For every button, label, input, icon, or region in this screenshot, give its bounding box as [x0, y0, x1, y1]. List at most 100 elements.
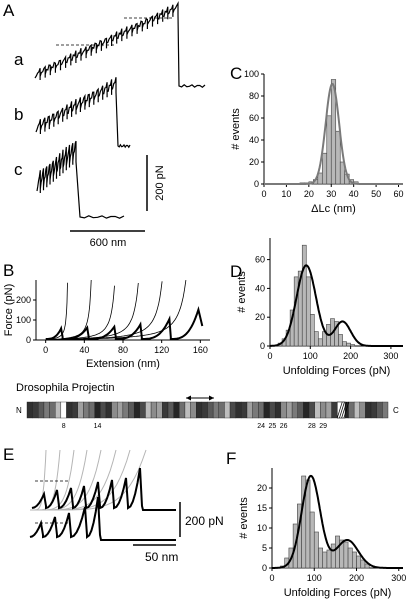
domain-segment: [38, 401, 45, 419]
domain-segment: [353, 401, 360, 419]
domain-segment: [308, 401, 315, 419]
histogram-bar: [309, 511, 315, 569]
y-tick-label: 15: [257, 503, 267, 513]
y-tick-label: 60: [249, 113, 259, 123]
histogram-bar: [335, 130, 341, 185]
domain-segment: [252, 401, 259, 419]
domain-segment: [320, 401, 327, 419]
y-tick-label: 0: [262, 563, 267, 573]
x-tick-label: 0: [261, 189, 266, 199]
domain-segment: [190, 401, 197, 419]
y-tick-label: 20: [255, 312, 265, 322]
histogram-bar: [305, 479, 311, 569]
hatch-line: [343, 401, 350, 419]
domain-segment: [128, 401, 135, 419]
domain-segment: [184, 401, 191, 419]
domain-segment: [201, 401, 208, 419]
y-tick-label: 40: [249, 135, 259, 145]
sawtooth-traces-e: [29, 449, 176, 541]
trace-e-lower: [29, 496, 176, 541]
trace-a-line: [34, 1, 206, 88]
x-tick-label: 30: [326, 189, 336, 199]
domain-bar: 8 14 24 25 26 28 29: [26, 401, 389, 430]
domain-segment: [111, 401, 118, 419]
domain-segment: [218, 401, 225, 419]
y-tick-label: 0: [254, 179, 259, 189]
histogram-bar: [351, 551, 357, 569]
domain-number-label: 29: [319, 423, 327, 430]
domain-segment: [286, 401, 293, 419]
panel-label-b: B: [3, 261, 14, 280]
domain-segment: [83, 401, 90, 419]
domain-segment: [269, 401, 276, 419]
scale-bar-force-label-e: 200 pN: [185, 514, 224, 528]
domain-segment: [382, 401, 389, 419]
domain-segment: [156, 401, 163, 419]
domain-segment: [43, 401, 50, 419]
histogram-bar: [342, 341, 347, 347]
x-tick-label: 0: [267, 351, 272, 361]
y-tick-label: 0: [260, 341, 265, 351]
histogram-bar: [347, 547, 353, 569]
domain-segment: [133, 401, 141, 419]
x-tick-label: 0: [269, 573, 274, 583]
x-tick-label: 40: [349, 189, 359, 199]
domain-segment: [258, 401, 265, 419]
panel-label-a: A: [3, 1, 15, 20]
arrowhead-right-icon: [209, 395, 214, 401]
domain-segment: [224, 401, 231, 419]
y-tick-label: 80: [249, 91, 259, 101]
x-axis-label: Unfolding Forces (pN): [283, 365, 391, 377]
domain-segment: [49, 401, 56, 419]
construct-title: Drosophila Projectin: [16, 382, 114, 394]
histogram-bar: [339, 161, 346, 185]
gaussian-fit-curve: [264, 82, 403, 185]
panel-f: F 0 100 200 300 0 5 10 15 20 Unfolding Forces (pN…: [226, 449, 406, 599]
hatch-line: [336, 401, 343, 419]
y-tick-label: 20: [257, 483, 267, 493]
y-tick-label: 0: [26, 335, 31, 345]
trace-label-c: c: [14, 160, 23, 179]
domain-segment: [145, 401, 152, 419]
panel-b: B 0 40 80 120 160 0 100 200 Extension (nm) Force …: [3, 261, 210, 370]
domain-segment: [88, 401, 95, 419]
trace-label-b: b: [14, 105, 23, 124]
domain-segment: [274, 401, 282, 419]
trace-c-line: [36, 140, 125, 219]
domain-segment: [105, 401, 112, 419]
panel-label-f: F: [226, 449, 236, 468]
x-tick-label: 40: [79, 345, 89, 355]
domain-segment: [212, 401, 219, 419]
domain-segment: [173, 401, 180, 419]
wlc-fit-curve: [45, 285, 115, 341]
domain-segment: [229, 401, 236, 419]
y-axis-label: # events: [236, 271, 248, 313]
histogram-bar: [326, 549, 332, 569]
y-tick-label: 10: [257, 523, 267, 533]
domain-segment: [60, 401, 67, 419]
x-axis-label: ΔLc (nm): [311, 203, 356, 215]
x-tick-label: 60: [394, 189, 404, 199]
y-axis-label: # events: [230, 108, 242, 150]
domain-segment: [94, 401, 101, 419]
histogram-bar: [334, 321, 339, 347]
domain-number-label: 24: [257, 423, 265, 430]
panel-e: E 200 pN 50 nm: [3, 445, 224, 564]
histogram-bar: [318, 547, 324, 569]
histogram-bar: [305, 276, 311, 347]
x-tick-label: 120: [154, 345, 169, 355]
construct-n-terminus: N: [16, 406, 22, 415]
hatch-line: [341, 401, 347, 419]
histogram-bar: [330, 543, 336, 569]
histogram-bar: [314, 331, 319, 347]
domain-segment: [207, 401, 214, 419]
domain-segment: [235, 401, 242, 419]
domain-segment: [280, 401, 287, 419]
x-tick-label: 50: [371, 189, 381, 199]
scale-bar-distance-label: 600 nm: [90, 237, 127, 249]
y-tick-label: 20: [249, 157, 259, 167]
y-tick-label: 60: [255, 255, 265, 265]
x-axis-label: Unfolding Forces (pN): [284, 587, 392, 599]
x-tick-label: 0: [43, 345, 48, 355]
construct-c-terminus: C: [393, 406, 399, 415]
